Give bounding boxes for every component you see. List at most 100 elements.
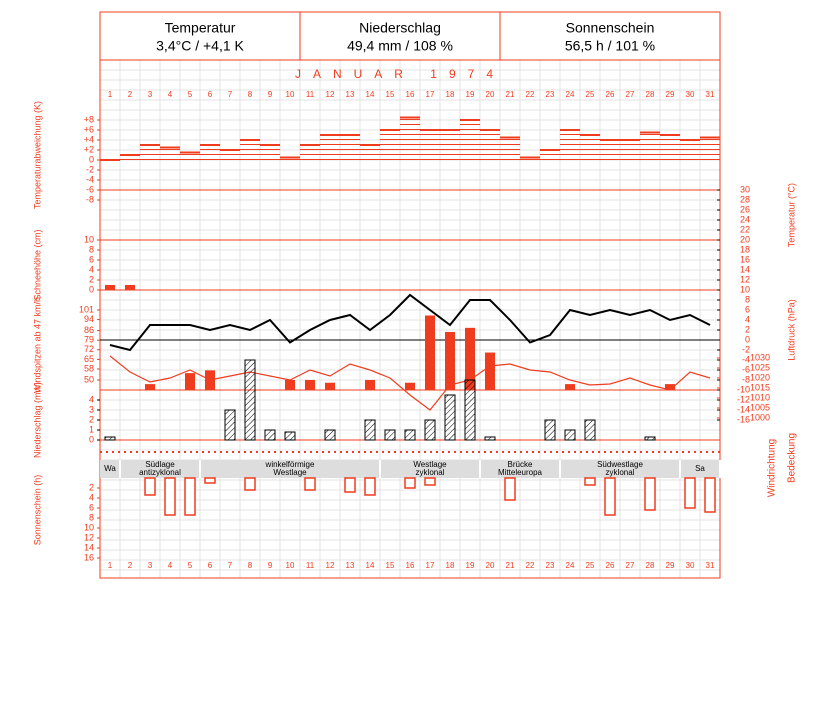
anomaly-bar bbox=[600, 140, 620, 160]
day-label: 26 bbox=[606, 90, 615, 99]
header-value: 56,5 h / 101 % bbox=[565, 38, 655, 54]
anomaly-bar bbox=[160, 147, 180, 160]
day-label: 16 bbox=[406, 90, 415, 99]
y-tick-label: 1010 bbox=[750, 392, 770, 402]
day-label: 11 bbox=[306, 90, 315, 99]
day-label: 5 bbox=[188, 561, 193, 570]
axis-title: Windspitzen ab 47 km/h bbox=[32, 297, 42, 393]
bar bbox=[224, 409, 236, 441]
y-tick-label: 1025 bbox=[750, 362, 770, 372]
bar bbox=[445, 331, 455, 390]
y-tick-label: 2 bbox=[89, 274, 94, 284]
y-tick-label: 1020 bbox=[750, 372, 770, 382]
day-label: 12 bbox=[326, 561, 335, 570]
day-label: 12 bbox=[326, 90, 335, 99]
day-label: 20 bbox=[486, 561, 495, 570]
header-title: Sonnenschein bbox=[566, 20, 655, 36]
anomaly-bar bbox=[180, 152, 200, 160]
y-tick-label: 10 bbox=[84, 522, 94, 532]
y-tick-label: 6 bbox=[745, 304, 750, 314]
anomaly-bar bbox=[240, 140, 260, 160]
anomaly-bar bbox=[360, 145, 380, 160]
day-label: 25 bbox=[586, 561, 595, 570]
bar bbox=[584, 419, 596, 441]
day-label: 23 bbox=[546, 561, 555, 570]
anomaly-bar bbox=[620, 140, 640, 160]
anomaly-bar bbox=[220, 150, 240, 160]
y-tick-label: 4 bbox=[89, 492, 94, 502]
y-tick-label: 10 bbox=[84, 234, 94, 244]
axis-title: Luftdruck (hPa) bbox=[786, 299, 796, 361]
day-label: 3 bbox=[148, 561, 153, 570]
weather-type-label: zyklonal bbox=[606, 468, 635, 477]
day-label: 29 bbox=[666, 90, 675, 99]
month-title: JANUAR 1974 bbox=[295, 67, 505, 81]
bar bbox=[465, 327, 475, 390]
day-label: 15 bbox=[386, 561, 395, 570]
bar bbox=[604, 477, 616, 516]
day-label: 20 bbox=[486, 90, 495, 99]
day-label: 24 bbox=[566, 90, 575, 99]
day-label: 18 bbox=[446, 561, 455, 570]
day-label: 30 bbox=[686, 561, 695, 570]
y-tick-label: -6 bbox=[742, 364, 750, 374]
y-tick-label: 10 bbox=[740, 284, 750, 294]
anomaly-bar bbox=[440, 130, 460, 160]
day-label: 5 bbox=[188, 90, 193, 99]
bar bbox=[244, 359, 256, 441]
y-tick-label: -6 bbox=[86, 184, 94, 194]
y-tick-label: 4 bbox=[89, 394, 94, 404]
day-label: 2 bbox=[128, 561, 133, 570]
day-label: 27 bbox=[626, 561, 635, 570]
day-label: 1 bbox=[108, 561, 113, 570]
y-tick-label: +8 bbox=[84, 114, 94, 124]
day-label: 19 bbox=[466, 90, 475, 99]
day-label: 28 bbox=[646, 561, 655, 570]
anomaly-bar bbox=[660, 135, 680, 160]
day-label: 11 bbox=[306, 561, 315, 570]
anomaly-bar bbox=[120, 155, 140, 160]
day-label: 14 bbox=[366, 90, 375, 99]
y-tick-label: 94 bbox=[84, 314, 94, 324]
bar bbox=[145, 384, 155, 390]
day-label: 23 bbox=[546, 90, 555, 99]
y-tick-label: -12 bbox=[737, 394, 750, 404]
y-tick-label: 65 bbox=[84, 354, 94, 364]
y-tick-label: 58 bbox=[84, 363, 94, 373]
y-tick-label: 0 bbox=[745, 334, 750, 344]
weather-type-label: zyklonal bbox=[416, 468, 445, 477]
y-tick-label: 1005 bbox=[750, 402, 770, 412]
anomaly-bar bbox=[540, 150, 560, 160]
y-tick-label: 1015 bbox=[750, 382, 770, 392]
bar bbox=[644, 436, 656, 441]
bar bbox=[285, 379, 295, 390]
y-tick-label: 1 bbox=[89, 424, 94, 434]
weather-type-label: Wa bbox=[104, 464, 116, 473]
bar bbox=[484, 436, 496, 441]
y-tick-label: 1030 bbox=[750, 352, 770, 362]
bar bbox=[704, 477, 716, 513]
anomaly-bar bbox=[400, 117, 420, 160]
right-label: Windrichtung bbox=[767, 439, 778, 497]
y-tick-label: 4 bbox=[745, 314, 750, 324]
y-tick-label: 2 bbox=[89, 482, 94, 492]
y-tick-label: -8 bbox=[742, 374, 750, 384]
bar bbox=[244, 477, 256, 491]
right-label: Bedeckung bbox=[787, 433, 798, 483]
y-tick-label: -14 bbox=[737, 404, 750, 414]
bar bbox=[104, 436, 116, 441]
day-label: 17 bbox=[426, 561, 435, 570]
anomaly-bar bbox=[640, 132, 660, 160]
day-label: 14 bbox=[366, 561, 375, 570]
bar bbox=[384, 429, 396, 441]
bar bbox=[125, 285, 135, 290]
y-tick-label: 24 bbox=[740, 214, 750, 224]
y-tick-label: 72 bbox=[84, 344, 94, 354]
weather-type-row bbox=[100, 460, 720, 478]
anomaly-bar bbox=[500, 137, 520, 160]
y-tick-label: 22 bbox=[740, 224, 750, 234]
day-label: 29 bbox=[666, 561, 675, 570]
y-tick-label: 12 bbox=[740, 274, 750, 284]
day-label: 22 bbox=[526, 561, 535, 570]
